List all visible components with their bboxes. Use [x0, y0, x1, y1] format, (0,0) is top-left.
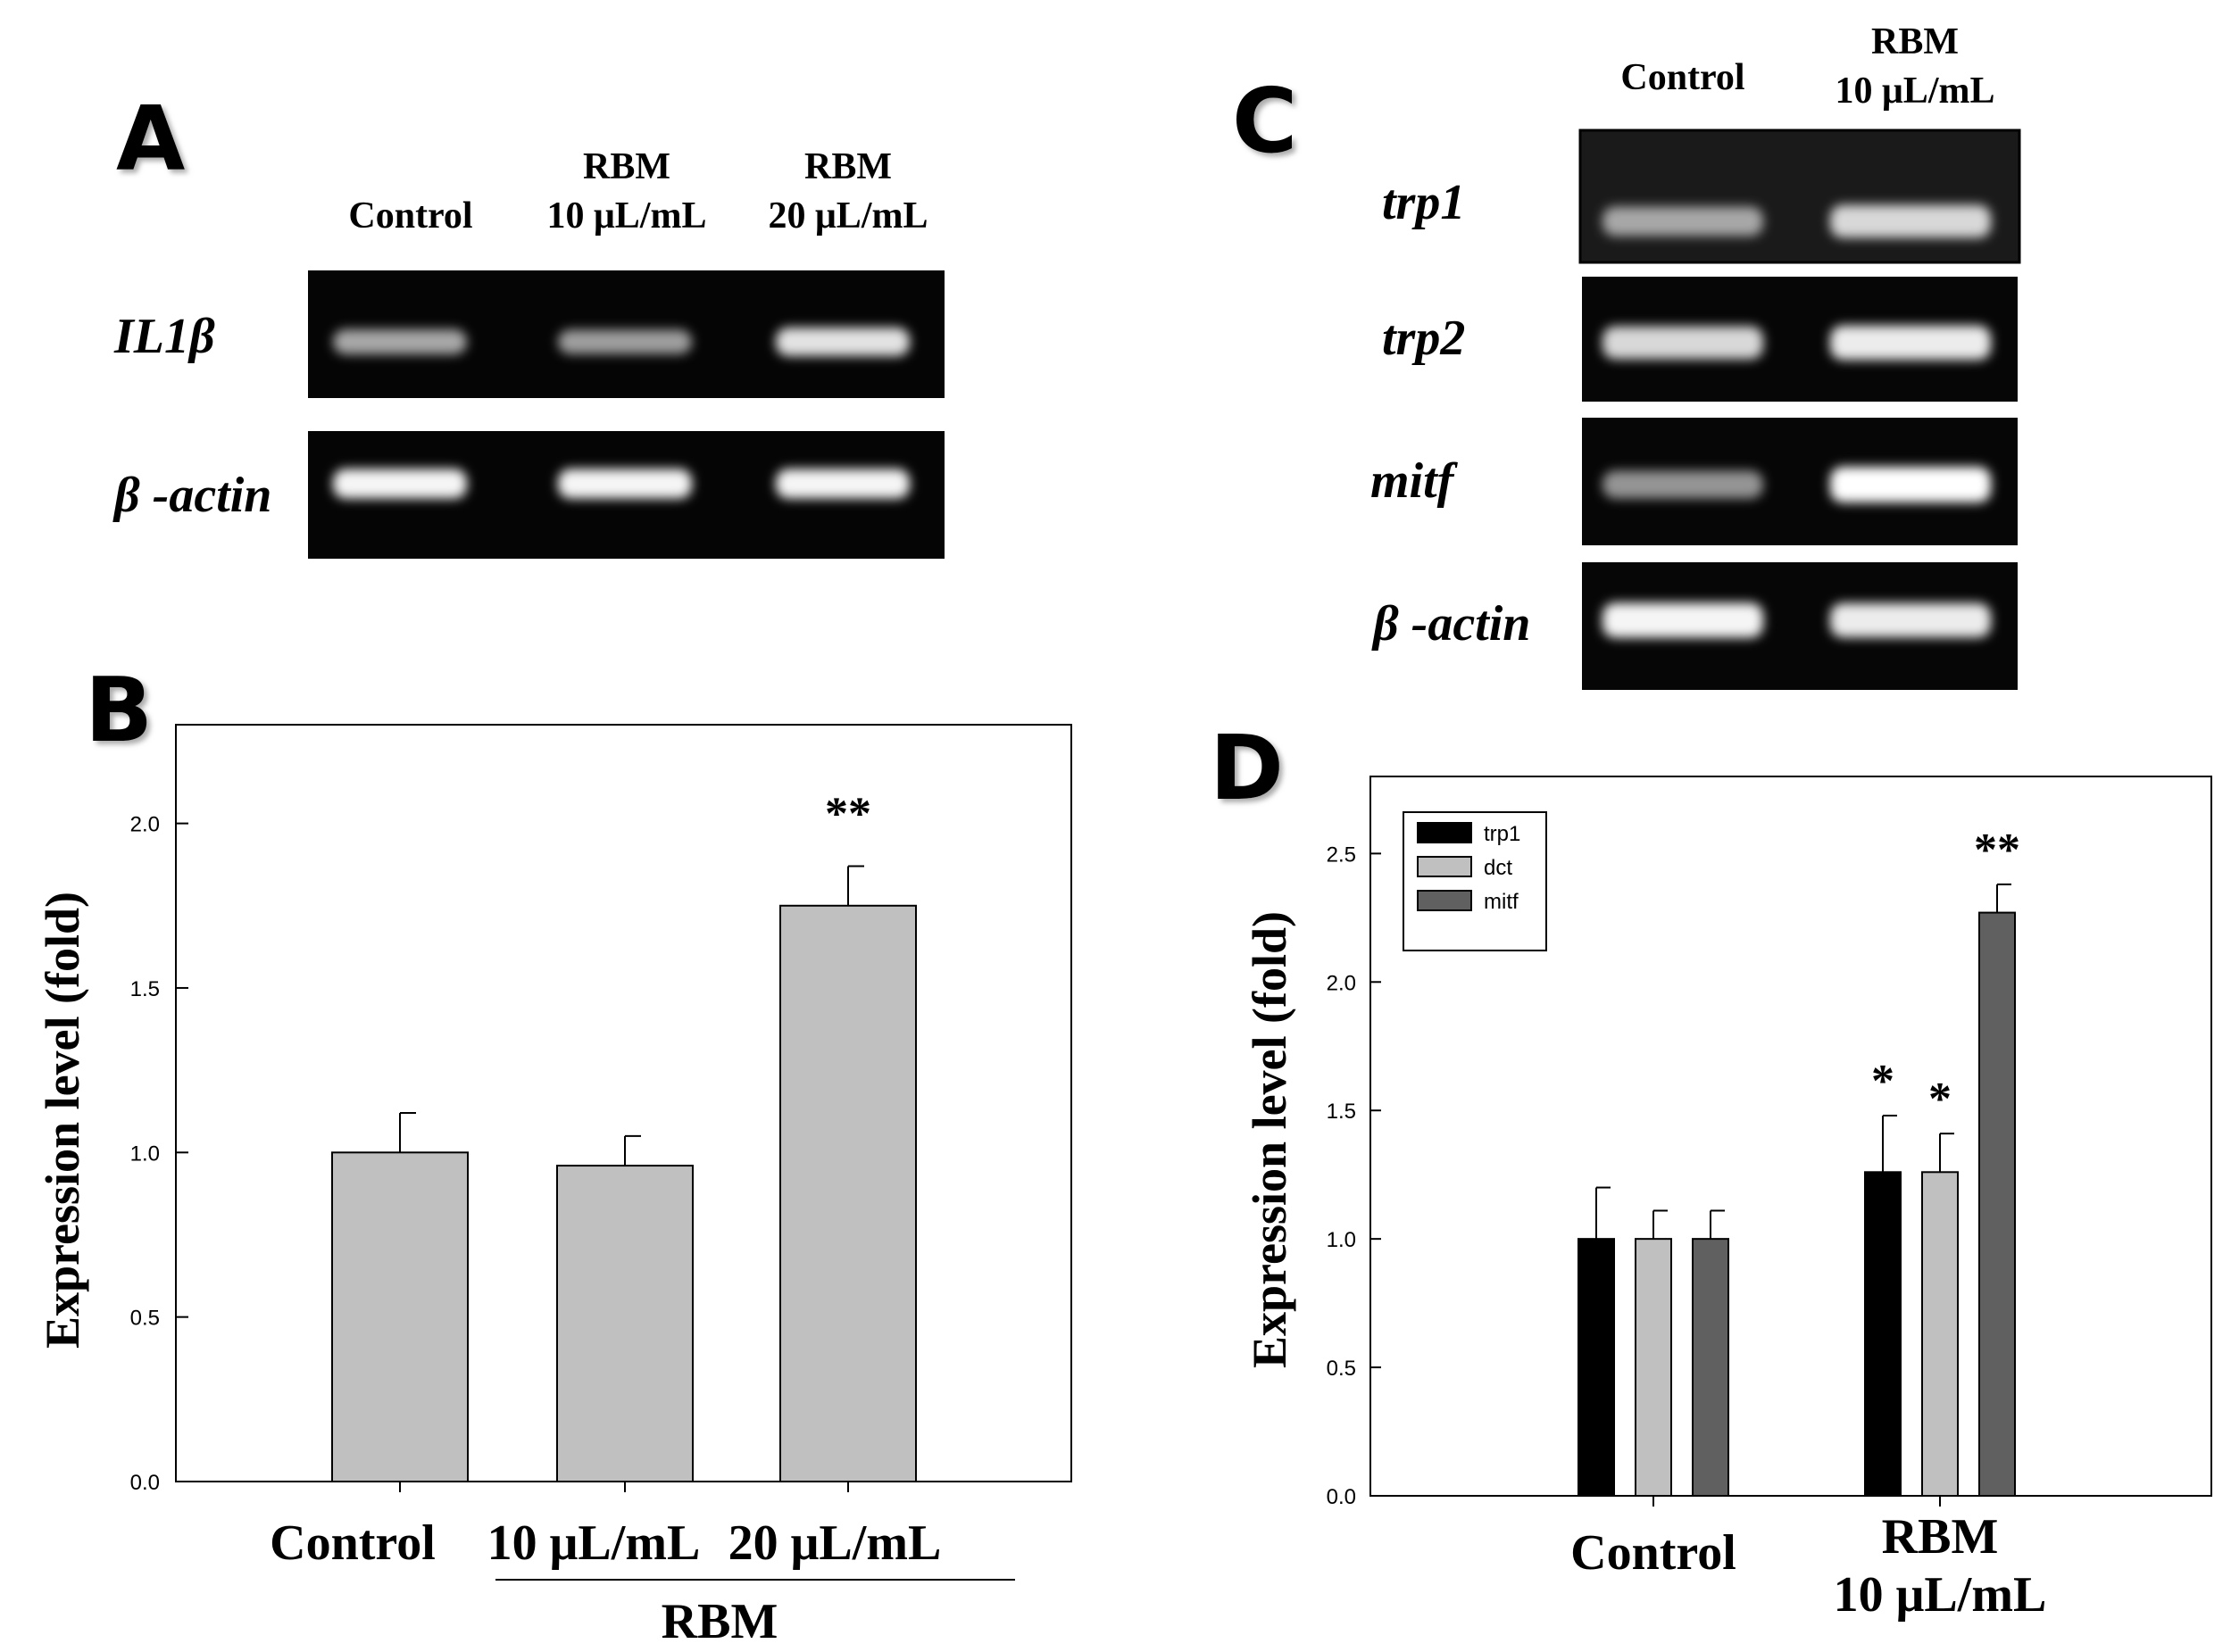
gel-c-row-1-lane-1-band	[1602, 206, 1763, 237]
chart-b-bar	[779, 904, 917, 1482]
chart-d-y-tick-label: 2.0	[1327, 971, 1356, 995]
chart-d-significance-label: *	[1928, 1074, 1952, 1125]
chart-d-category-label: RBM	[1882, 1509, 1999, 1565]
gel-c-gene-label-1: trp1	[1382, 175, 1465, 230]
gel-a-lane-1-line2: Control	[348, 195, 472, 237]
gel-c-row-1-lane-2-band	[1830, 204, 1991, 238]
gel-c-row-4-lane-2-band	[1830, 602, 1991, 638]
chart-d-bar-trp1	[1864, 1171, 1902, 1498]
panel-label-c: C	[1232, 69, 1297, 173]
gel-a-row-2-lane-3-band	[776, 469, 910, 499]
gel-c-lane-2-line1: RBM	[1871, 21, 1959, 62]
chart-d-legend-label-dct: dct	[1484, 856, 1512, 880]
chart-d-significance-label: *	[1871, 1056, 1894, 1107]
gel-a-lane-3-line1: RBM	[804, 146, 892, 187]
chart-d-legend-label-mitf: mitf	[1484, 890, 1519, 914]
gel-a-lane-2-line1: RBM	[583, 146, 670, 187]
chart-b-y-tick-label: 0.5	[130, 1307, 160, 1331]
chart-d-y-axis-label: Expression level (fold)	[1243, 911, 1296, 1368]
chart-d-legend-swatch-dct	[1417, 856, 1472, 877]
chart-b-significance-label: **	[825, 789, 871, 840]
chart-b-bar	[556, 1165, 694, 1482]
chart-b-y-tick-label: 1.5	[130, 977, 160, 1001]
panel-label-a: A	[116, 87, 185, 191]
chart-d-bar-dct	[1635, 1238, 1672, 1497]
chart-b-category-label: Control	[270, 1515, 436, 1571]
chart-d-bar-mitf	[1692, 1238, 1729, 1497]
chart-b-y-tick-label: 1.0	[130, 1141, 160, 1166]
chart-d-y-tick-label: 1.5	[1327, 1100, 1356, 1124]
chart-d-y-tick-label: 2.5	[1327, 843, 1356, 867]
chart-d-legend-swatch-mitf	[1417, 890, 1472, 911]
gel-panel-a: Control RBM 10 μL/mL RBM 20 μL/mL IL1β β…	[112, 146, 945, 559]
chart-d-bar-mitf	[1978, 911, 2016, 1497]
gel-a-gene-label-1: IL1β	[113, 309, 215, 364]
chart-d-category-label-line2: 10 μL/mL	[1834, 1567, 2047, 1623]
gel-c-row-3-lane-1-band	[1602, 470, 1763, 499]
chart-b-bar	[331, 1151, 469, 1482]
gel-a-lane-2-line2: 10 μL/mL	[547, 195, 707, 237]
chart-d-legend-swatch-trp1	[1417, 822, 1472, 843]
gel-c-row-4-lane-1-band	[1602, 602, 1763, 638]
gel-c-row-3-lane-2-band	[1830, 467, 1991, 502]
gel-c-row-1-background	[1578, 129, 2021, 264]
bar-chart-d: Expression level (fold) 0.0 0.5 1.0 1.5 2.0 2…	[1243, 776, 2212, 1623]
chart-b-y-tick-label: 2.0	[130, 813, 160, 837]
chart-d-y-tick-label: 1.0	[1327, 1228, 1356, 1252]
chart-d-y-tick-label: 0.0	[1327, 1485, 1356, 1509]
chart-b-y-axis-label: Expression level (fold)	[36, 892, 89, 1349]
chart-b-group-label: RBM	[662, 1594, 778, 1649]
gel-c-lane-1-line2: Control	[1620, 57, 1744, 98]
gel-a-row-2-lane-1-band	[333, 469, 467, 499]
gel-c-gene-label-3: mitf	[1370, 453, 1459, 509]
gel-a-row-1-lane-1-band	[333, 329, 467, 354]
gel-c-gene-label-4: β -actin	[1371, 596, 1530, 652]
panel-label-d: D	[1210, 716, 1284, 820]
chart-b-y-tick-label: 0.0	[130, 1471, 160, 1495]
panel-label-b: B	[85, 658, 153, 762]
gel-a-row-1-lane-3-band	[776, 328, 910, 356]
chart-d-bar-dct	[1921, 1171, 1959, 1498]
gel-a-gene-label-2: β -actin	[112, 468, 271, 523]
gel-c-row-2-lane-1-band	[1602, 326, 1763, 360]
gel-a-row-2-lane-2-band	[558, 469, 692, 499]
chart-d-plot-frame	[1369, 776, 2212, 1497]
bar-chart-b: Expression level (fold) 0.00.51.01.52.0 …	[36, 724, 1072, 1649]
gel-c-gene-label-2: trp2	[1382, 311, 1465, 366]
chart-b-category-label: 10 μL/mL	[487, 1515, 701, 1571]
chart-d-category-label: Control	[1570, 1525, 1736, 1581]
gel-panel-c: Control RBM 10 μL/mL trp1 trp2 mitf β -a…	[1370, 21, 2021, 690]
chart-d-y-tick-label: 0.5	[1327, 1357, 1356, 1381]
chart-d-legend-label-trp1: trp1	[1484, 822, 1520, 846]
gel-a-lane-3-line2: 20 μL/mL	[769, 195, 928, 237]
gel-c-lane-2-line2: 10 μL/mL	[1836, 71, 1995, 112]
chart-d-legend: trp1 dct mitf	[1403, 811, 1547, 951]
chart-b-category-label: 20 μL/mL	[728, 1515, 942, 1571]
chart-d-bar-trp1	[1578, 1238, 1615, 1497]
gel-c-row-2-lane-2-band	[1830, 325, 1991, 361]
gel-a-row-1-lane-2-band	[558, 329, 692, 354]
chart-d-significance-label: **	[1974, 825, 2020, 876]
